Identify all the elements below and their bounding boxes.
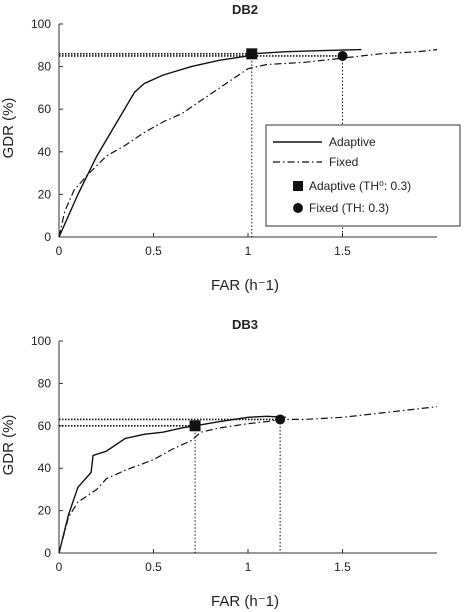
chart-title-db2: DB2 xyxy=(232,2,258,17)
y-tick-label: 0 xyxy=(44,230,51,244)
marker-fixed-db3 xyxy=(275,414,286,425)
legend-marker-square xyxy=(293,181,303,191)
y-axis-label-db3: GDR (%) xyxy=(0,415,17,476)
y-axis-label-db2: GDR (%) xyxy=(0,98,17,159)
legend: Adaptive Fixed Adaptive (TH⁰: 0.3) Fixed… xyxy=(265,124,461,227)
x-tick-label: 0 xyxy=(56,244,63,258)
legend-label-fixed-marker: Fixed (TH: 0.3) xyxy=(309,201,389,215)
y-tick-label: 60 xyxy=(38,102,52,116)
x-tick-label: 0 xyxy=(56,560,63,574)
x-tick-label: 0.5 xyxy=(145,560,162,574)
chart-db2: DB2 FAR (h⁻1) GDR (%) 0 0.5 1 1.5 0 20 40 60 80 1… xyxy=(0,2,438,294)
series-line-fixed-db2 xyxy=(58,49,438,238)
chart-db3: DB3 FAR (h⁻1) GDR (%) 0 0.5 1 1.5 0 20 40 60 80 1… xyxy=(0,317,438,610)
y-tick-label: 40 xyxy=(38,461,52,475)
y-tick-label: 60 xyxy=(38,419,52,433)
y-tick-label: 20 xyxy=(38,504,52,518)
y-tick-label: 80 xyxy=(38,60,52,74)
y-tick-label: 80 xyxy=(38,376,52,390)
marker-adaptive-db2 xyxy=(246,48,258,60)
y-tick-label: 20 xyxy=(38,187,52,201)
legend-label-fixed: Fixed xyxy=(329,155,358,169)
chart-title-db3: DB3 xyxy=(232,317,258,332)
series-line-adaptive-db3 xyxy=(58,415,286,554)
legend-marker-circle xyxy=(293,203,303,213)
series-line-adaptive-db2 xyxy=(58,48,362,238)
y-tick-label: 100 xyxy=(31,17,51,31)
x-tick-label: 1.5 xyxy=(334,244,351,258)
legend-label-adaptive: Adaptive xyxy=(329,135,376,149)
x-axis-label-db3: FAR (h⁻1) xyxy=(211,593,279,610)
x-axis-label-db2: FAR (h⁻1) xyxy=(211,277,279,294)
marker-fixed-db2 xyxy=(337,50,348,61)
y-tick-label: 40 xyxy=(38,145,52,159)
series-line-fixed-db3 xyxy=(58,406,438,554)
x-tick-label: 1 xyxy=(245,560,252,574)
y-tick-label: 0 xyxy=(44,546,51,560)
legend-label-adaptive-marker: Adaptive (TH⁰: 0.3) xyxy=(309,179,411,193)
x-tick-label: 0.5 xyxy=(145,244,162,258)
marker-adaptive-db3 xyxy=(189,420,201,432)
x-tick-label: 1 xyxy=(245,244,252,258)
y-tick-label: 100 xyxy=(31,334,51,348)
x-tick-label: 1.5 xyxy=(334,560,351,574)
